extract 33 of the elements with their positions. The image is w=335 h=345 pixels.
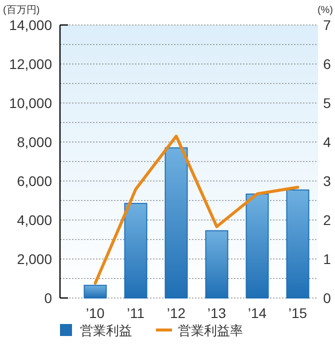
legend-label: 営業利益率 xyxy=(178,323,243,338)
y2-tick-label: 2 xyxy=(323,212,332,228)
legend-label: 営業利益 xyxy=(80,323,132,338)
y-tick-label: 6,000 xyxy=(16,173,52,189)
y2-axis-title: (%) xyxy=(317,5,333,16)
bar xyxy=(246,194,269,298)
bar xyxy=(205,230,228,298)
y2-tick-label: 0 xyxy=(323,290,332,306)
x-tick-label: ’14 xyxy=(248,305,267,321)
line-series xyxy=(94,134,300,285)
y-tick-label: 8,000 xyxy=(16,134,52,150)
bar xyxy=(164,147,188,298)
y2-tick-label: 6 xyxy=(323,56,332,72)
x-tick-label: ’10 xyxy=(86,305,105,321)
x-tick-label: ’13 xyxy=(207,305,226,321)
y-axis-title: (百万円) xyxy=(3,5,40,16)
y2-tick-label: 1 xyxy=(323,251,332,267)
y2-tick-label: 4 xyxy=(323,134,332,150)
y2-tick-label: 5 xyxy=(323,95,332,111)
y2-tick-label: 3 xyxy=(323,173,332,189)
y-tick-label: 4,000 xyxy=(16,212,52,228)
x-tick-label: ’11 xyxy=(126,305,145,321)
y-tick-label: 0 xyxy=(44,290,52,306)
bar xyxy=(286,189,310,298)
y2-tick-label: 7 xyxy=(323,17,332,33)
bar xyxy=(84,284,107,298)
y-tick-label: 2,000 xyxy=(16,251,52,267)
y-tick-label: 10,000 xyxy=(9,95,52,111)
x-tick-label: ’15 xyxy=(288,305,308,321)
x-tick-label: ’12 xyxy=(166,305,186,321)
bar xyxy=(124,202,148,298)
y-tick-label: 14,000 xyxy=(9,17,52,33)
y-tick-label: 12,000 xyxy=(9,56,52,72)
